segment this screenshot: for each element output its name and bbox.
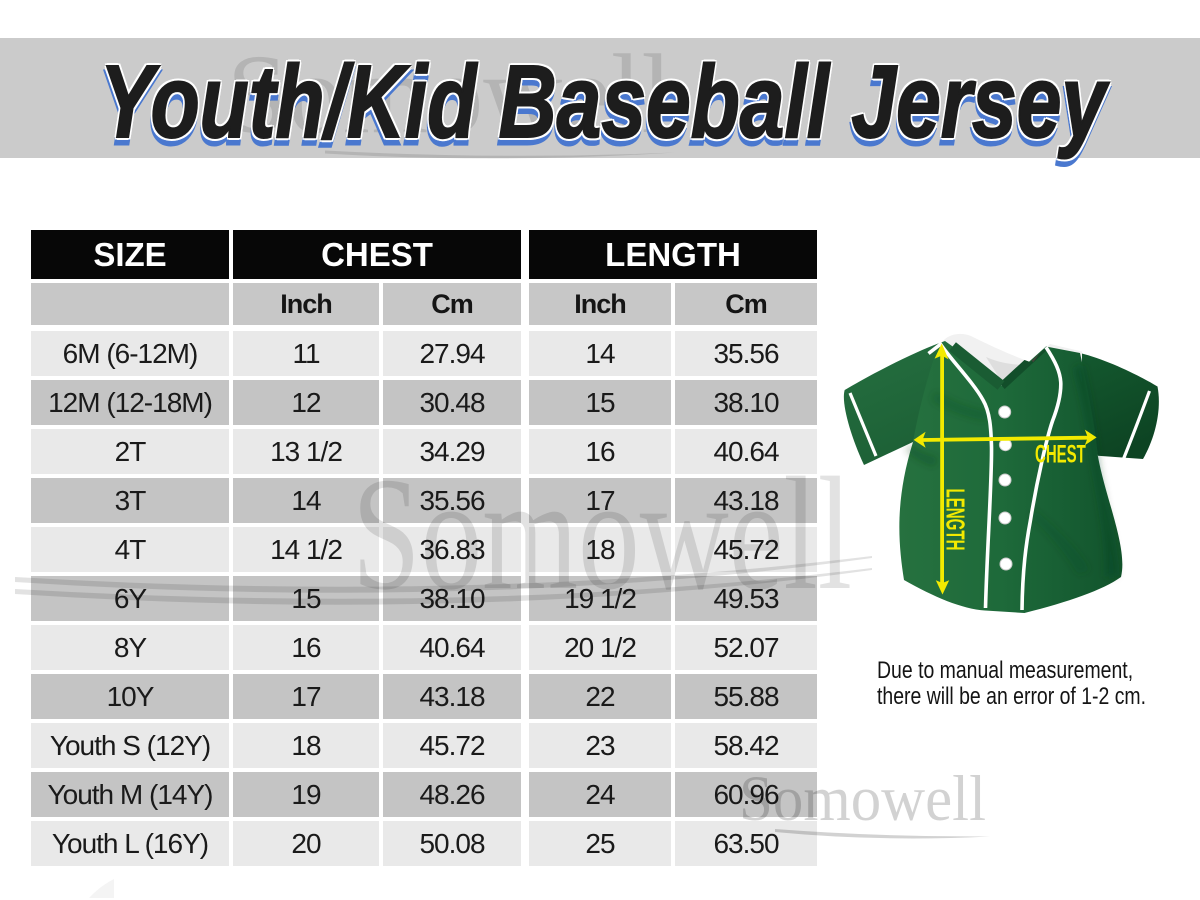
svg-text:CHEST: CHEST	[1035, 441, 1086, 469]
svg-text:Somowell: Somowell	[227, 32, 672, 157]
svg-text:Somowell: Somowell	[352, 445, 852, 624]
svg-text:LENGTH: LENGTH	[940, 489, 969, 551]
svg-text:Somowell: Somowell	[739, 763, 986, 834]
